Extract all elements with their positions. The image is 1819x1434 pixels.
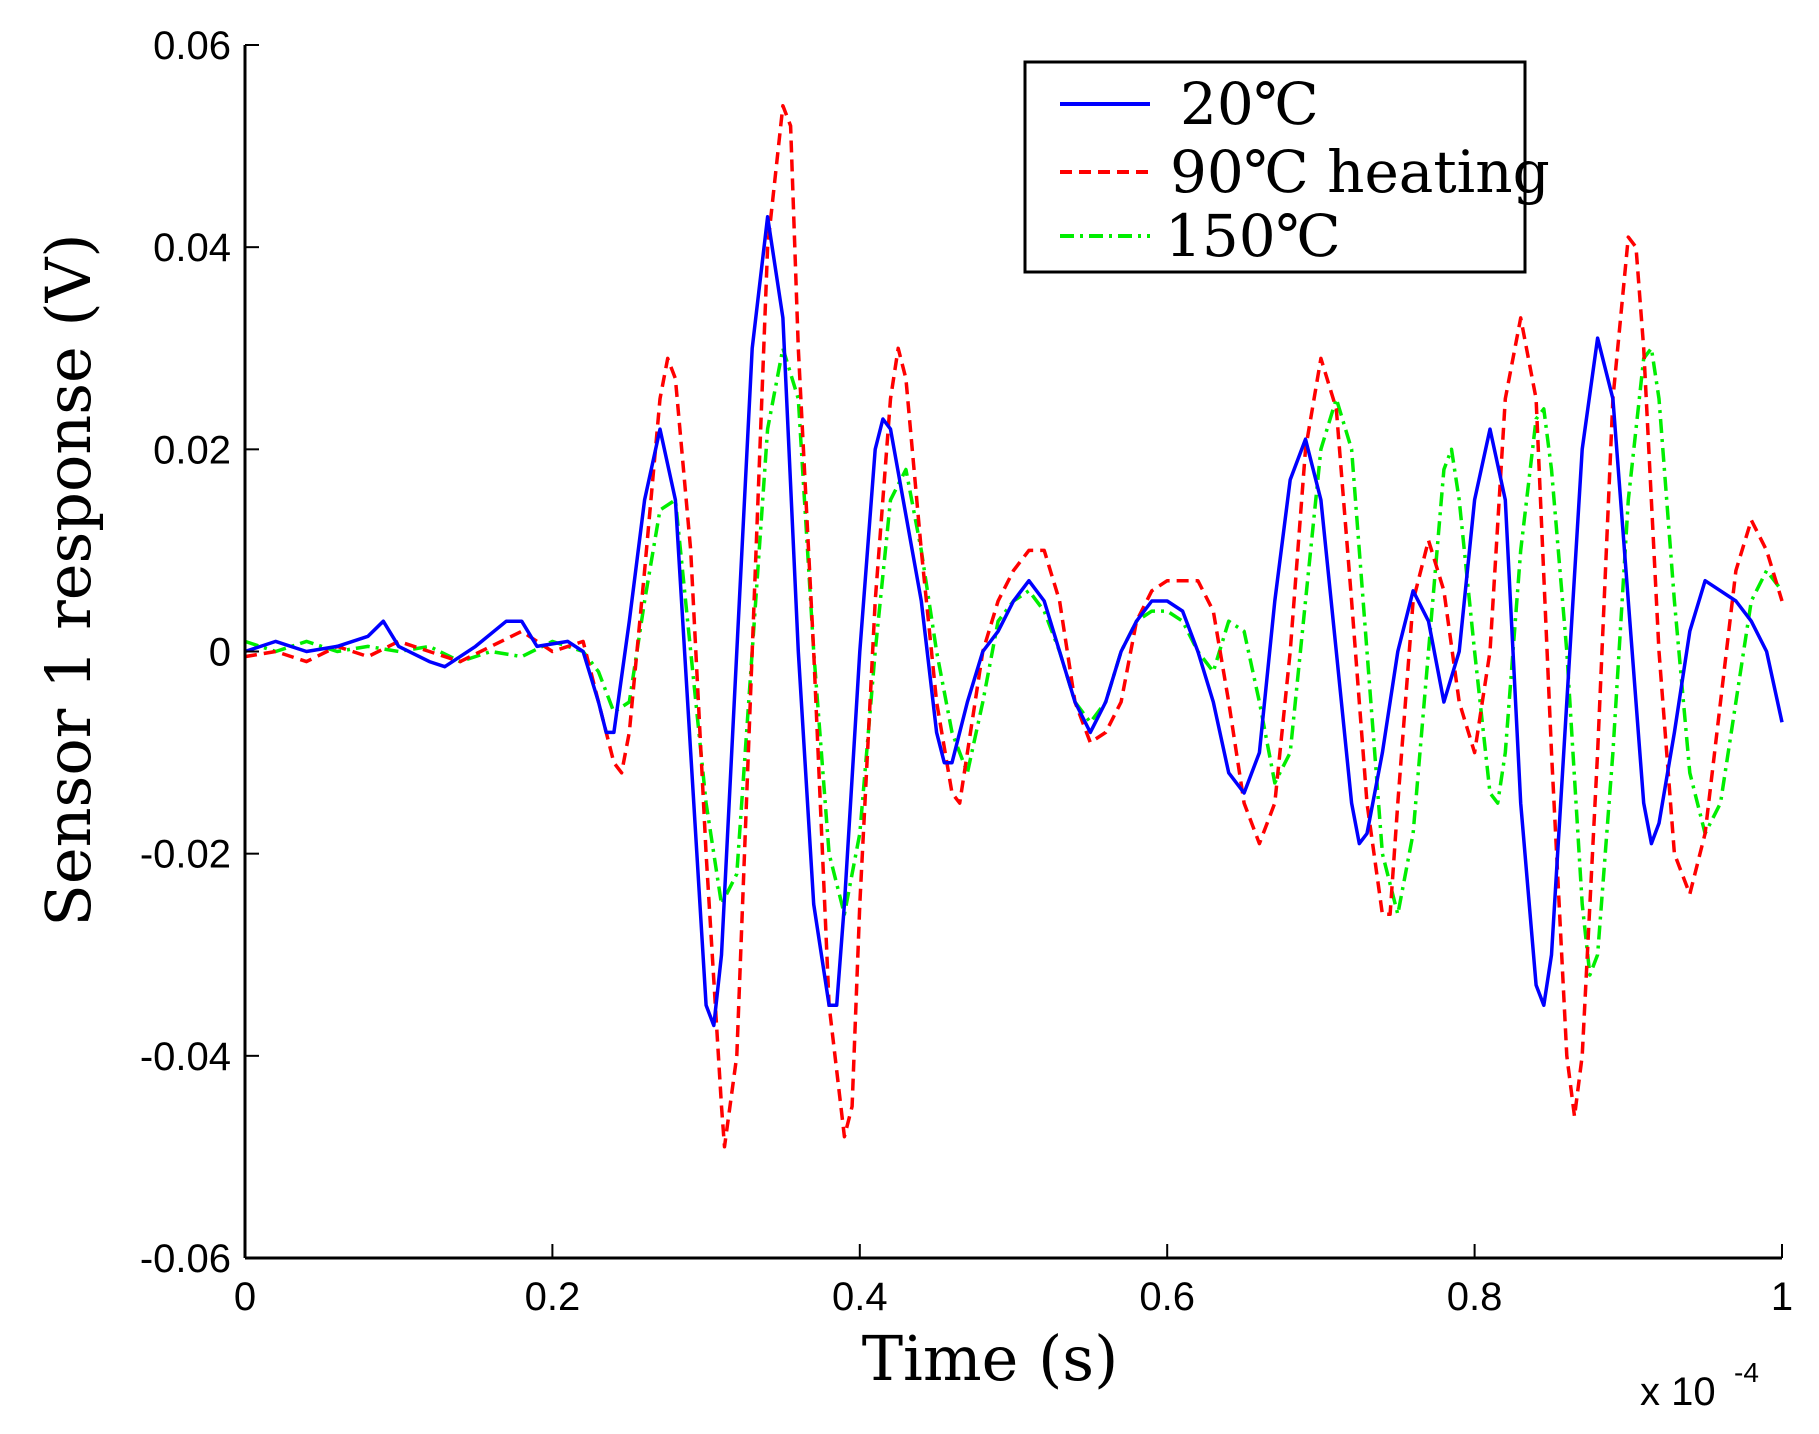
y-tick-label: 0.06 bbox=[153, 24, 231, 68]
x-axis-multiplier-exponent: -4 bbox=[1734, 1357, 1759, 1388]
series-layer bbox=[244, 103, 1784, 1149]
y-axis-title: Sensor 1 response (V) bbox=[32, 233, 105, 926]
series-line-90c-heating bbox=[244, 103, 1784, 1149]
legend-label-90c-heating: 90℃ heating bbox=[1170, 138, 1550, 206]
y-tick-label: 0.02 bbox=[153, 428, 231, 472]
series-line-20c bbox=[244, 215, 1784, 1028]
x-tick-label: 0 bbox=[234, 1275, 256, 1319]
y-tick-label: 0 bbox=[209, 631, 231, 675]
y-tick-label: -0.04 bbox=[140, 1035, 231, 1079]
x-tick-label: 1 bbox=[1771, 1275, 1793, 1319]
legend-label-20c: 20℃ bbox=[1180, 70, 1319, 138]
y-tick-label: -0.02 bbox=[140, 833, 231, 877]
x-tick-label: 0.8 bbox=[1447, 1275, 1503, 1319]
x-axis-ticks: 0 0.2 0.4 0.6 0.8 1 bbox=[234, 1244, 1793, 1319]
y-tick-label: -0.06 bbox=[140, 1237, 231, 1281]
x-tick-label: 0.4 bbox=[832, 1275, 888, 1319]
legend-box bbox=[1023, 60, 1527, 274]
x-axis-multiplier: x 10 bbox=[1640, 1370, 1716, 1414]
x-axis-title: Time (s) bbox=[862, 1322, 1119, 1395]
x-tick-label: 0.2 bbox=[525, 1275, 581, 1319]
y-tick-label: 0.04 bbox=[153, 226, 231, 270]
y-axis-ticks: -0.06 -0.04 -0.02 0 0.02 0.04 0.06 bbox=[140, 24, 259, 1281]
legend-label-150c: 150℃ bbox=[1165, 202, 1341, 270]
x-tick-label: 0.6 bbox=[1139, 1275, 1195, 1319]
legend: 20℃ 90℃ heating 150℃ bbox=[1023, 60, 1550, 274]
